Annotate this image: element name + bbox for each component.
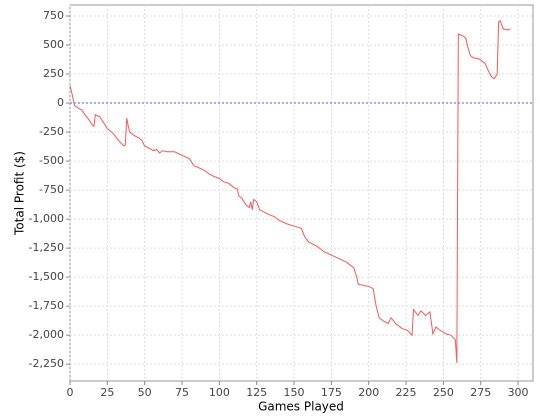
y-tick-label: 250 — [43, 67, 64, 80]
x-tick-label: 275 — [470, 386, 491, 399]
y-tick-label: -750 — [39, 183, 64, 196]
x-tick-label: 125 — [246, 386, 267, 399]
x-tick-label: 250 — [433, 386, 454, 399]
y-tick-label: 0 — [57, 96, 64, 109]
y-tick-label: -250 — [39, 125, 64, 138]
x-tick-label: 300 — [508, 386, 529, 399]
y-tick-label: 750 — [43, 9, 64, 22]
x-tick-label: 0 — [67, 386, 74, 399]
x-tick-label: 25 — [100, 386, 114, 399]
y-tick-label: 500 — [43, 38, 64, 51]
x-axis-title: Games Played — [258, 400, 344, 414]
x-tick-label: 50 — [138, 386, 152, 399]
plot-area — [69, 4, 534, 382]
y-tick-label: -2,250 — [29, 357, 64, 370]
y-tick-label: -1,000 — [29, 212, 64, 225]
y-tick-label: -1,750 — [29, 299, 64, 312]
y-tick-label: -1,250 — [29, 241, 64, 254]
y-axis-title: Total Profit ($) — [13, 151, 27, 236]
x-tick-label: 225 — [396, 386, 417, 399]
x-tick-label: 200 — [358, 386, 379, 399]
x-tick-label: 100 — [209, 386, 230, 399]
x-tick-label: 75 — [175, 386, 189, 399]
y-tick-label: -500 — [39, 154, 64, 167]
x-tick-label: 175 — [321, 386, 342, 399]
y-tick-label: -2,000 — [29, 328, 64, 341]
x-tick-label: 150 — [284, 386, 305, 399]
y-tick-label: -1,500 — [29, 270, 64, 283]
data-line — [69, 19, 511, 364]
